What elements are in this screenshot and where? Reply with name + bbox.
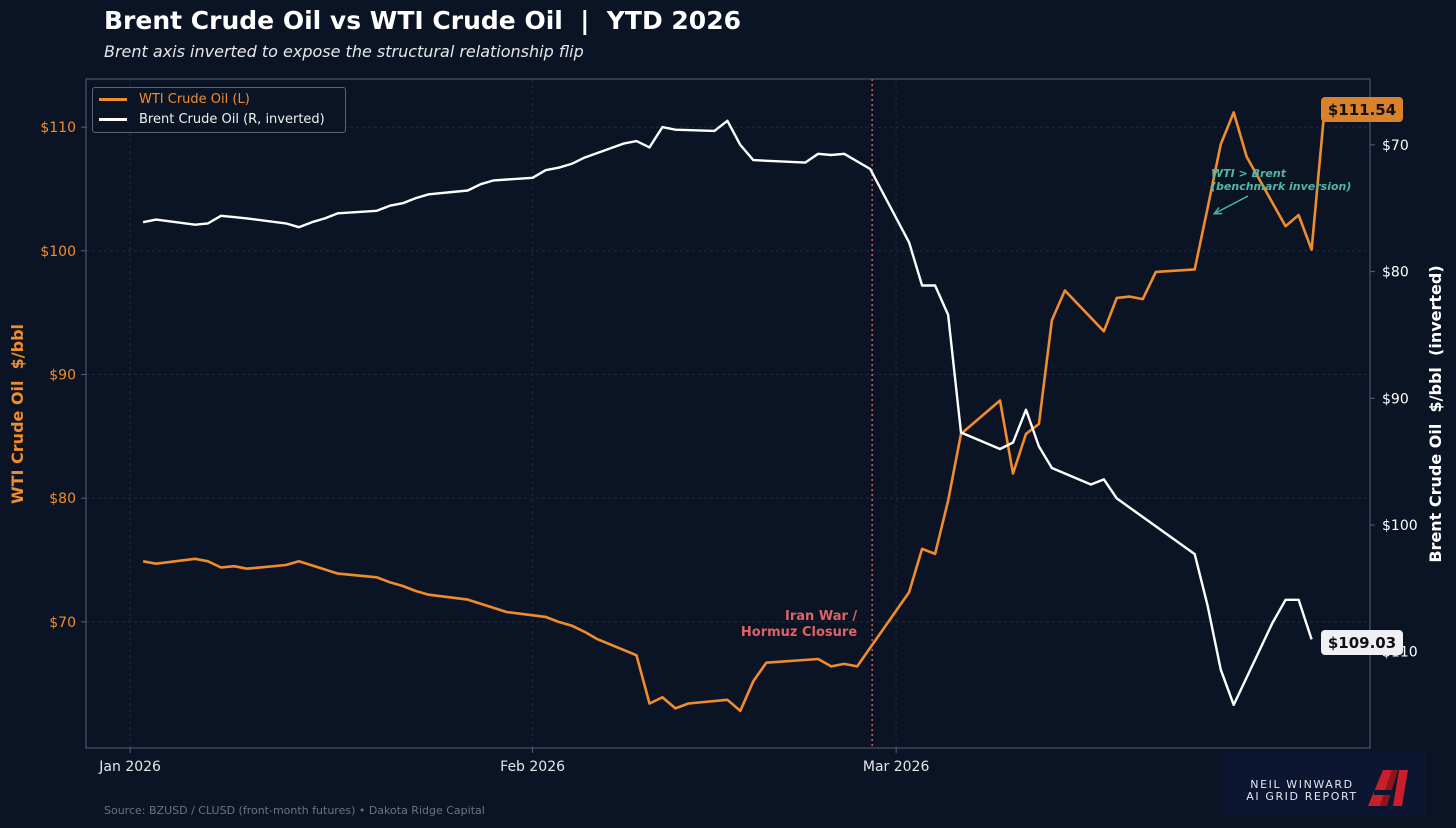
- event-label-line1: Iran War /: [785, 609, 857, 624]
- axes: $70$80$90$100$110$70$80$90$100$110Jan 20…: [40, 120, 1417, 775]
- legend-entry-brent: Brent Crude Oil (R, inverted): [99, 109, 325, 129]
- y-left-tick-label: $110: [40, 120, 76, 136]
- brent-end-badge: $109.03: [1321, 630, 1403, 655]
- brand-line1: NEIL WINWARD: [1250, 778, 1354, 791]
- y-right-tick-label: $100: [1382, 518, 1418, 534]
- y-left-tick-label: $90: [49, 368, 76, 384]
- inversion-arrow: [1213, 195, 1249, 215]
- brand-line2: AI GRID REPORT: [1246, 790, 1358, 803]
- brand-badge: NEIL WINWARD AI GRID REPORT: [1224, 752, 1426, 815]
- chart-title: Brent Crude Oil vs WTI Crude Oil | YTD 2…: [104, 6, 741, 35]
- plot-frame: [85, 78, 1371, 749]
- y-axis-right-label: Brent Crude Oil $/bbl (inverted): [1426, 265, 1445, 562]
- legend-swatch-wti: [99, 97, 127, 101]
- inversion-arrowhead: [1212, 206, 1223, 215]
- legend-swatch-brent: [99, 117, 127, 121]
- y-right-tick-label: $70: [1382, 138, 1409, 154]
- y-left-tick-label: $100: [40, 244, 76, 260]
- y-axis-left-label: WTI Crude Oil $/bbl: [8, 324, 27, 504]
- inversion-annotation: WTI > Brent (benchmark inversion): [1211, 167, 1351, 215]
- y-right-tick-label: $90: [1382, 391, 1409, 407]
- brent-series-line: [142, 119, 1313, 707]
- wti-series-line: [142, 108, 1326, 713]
- brent-end-value: $109.03: [1328, 634, 1396, 652]
- y-left-tick-label: $80: [49, 491, 76, 507]
- brand-logo-icon: [1368, 770, 1408, 806]
- chart-legend: WTI Crude Oil (L) Brent Crude Oil (R, in…: [92, 87, 346, 133]
- legend-entry-wti: WTI Crude Oil (L): [99, 89, 250, 109]
- chart-subtitle: Brent axis inverted to expose the struct…: [104, 42, 584, 61]
- inversion-label-line2: (benchmark inversion): [1211, 180, 1351, 193]
- wti-end-badge: $111.54: [1321, 97, 1403, 122]
- wti-end-value: $111.54: [1328, 101, 1396, 119]
- inversion-label-line1: WTI > Brent: [1211, 167, 1287, 180]
- event-label-line2: Hormuz Closure: [741, 625, 857, 640]
- x-tick-label: Feb 2026: [500, 759, 565, 775]
- y-left-tick-label: $70: [49, 615, 76, 631]
- x-tick-label: Mar 2026: [863, 759, 930, 775]
- x-tick-label: Jan 2026: [98, 759, 161, 775]
- gridlines: [86, 79, 1370, 748]
- source-note: Source: BZUSD / CLUSD (front-month futur…: [104, 804, 485, 817]
- legend-label-wti: WTI Crude Oil (L): [139, 91, 250, 107]
- legend-label-brent: Brent Crude Oil (R, inverted): [139, 111, 325, 127]
- y-right-tick-label: $80: [1382, 265, 1409, 281]
